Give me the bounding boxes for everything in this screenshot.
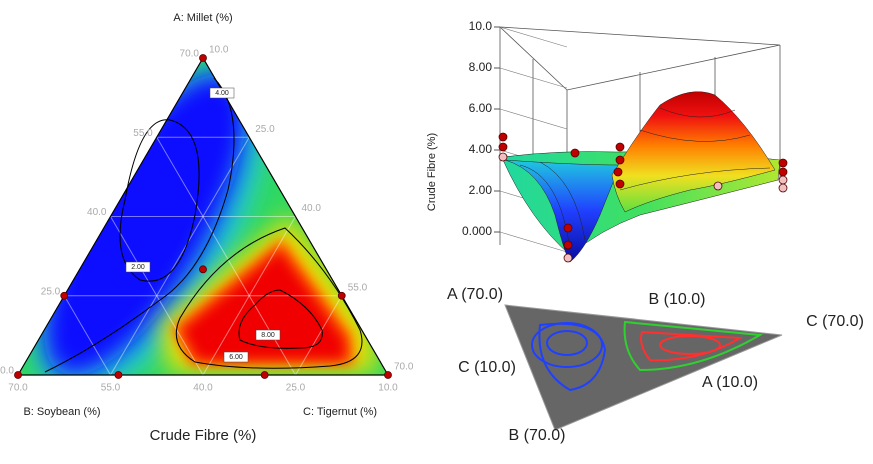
z-tick-label: 4.00: [469, 142, 493, 156]
corner-label: B (10.0): [649, 291, 706, 308]
grid-line: [295, 295, 343, 376]
design-point: [337, 291, 346, 300]
corner-label: B (70.0): [509, 427, 566, 444]
contour-label: 2.00: [131, 264, 145, 271]
corner-labels: A (70.0) B (10.0) C (70.0) C (10.0) A (10.0)…: [447, 286, 864, 444]
grid-line: [110, 136, 250, 376]
ternary-frame: [16, 56, 390, 376]
contour-label: 4.00: [215, 90, 229, 97]
a-tick-label: 40.0: [87, 207, 107, 218]
contour-line: [119, 119, 200, 282]
axis-c-title: C: Tigernut (%): [303, 406, 377, 418]
corner-label: A (10.0): [702, 374, 758, 391]
grid-line: [499, 67, 568, 89]
a-tick-label: 25.0: [41, 286, 61, 297]
c-tick-label: 25.0: [255, 124, 275, 135]
design-point: [384, 371, 392, 379]
contour-label-box: [125, 261, 151, 273]
surface: [502, 91, 781, 263]
contour-label: 6.00: [229, 354, 243, 361]
design-point: [199, 265, 207, 274]
b-tick-label: 25.0: [286, 383, 306, 394]
axis-b-title: B: Soybean (%): [23, 406, 100, 418]
grid-line: [499, 26, 568, 48]
corner-label: C (10.0): [458, 359, 516, 376]
z-tick-label: 10.0: [469, 19, 493, 33]
b-tick-label: 40.0: [193, 383, 213, 394]
design-point: [14, 371, 22, 379]
grid-line: [499, 108, 568, 130]
z-axis-title: Crude Fibre (%): [426, 133, 438, 211]
z-tick-label: 6.00: [469, 101, 493, 115]
b-tick-label: 55.0: [101, 383, 121, 394]
contour-line: [238, 289, 323, 349]
design-point: [60, 291, 69, 300]
contours: 2.00 4.00 6.00 8.00: [44, 77, 363, 373]
grid-line: [202, 216, 296, 376]
grid-line: [110, 216, 204, 376]
ternary-field: [18, 58, 388, 375]
projection: [504, 304, 783, 431]
contour-line: [175, 227, 363, 369]
design-point: [199, 54, 207, 62]
z-tick-label: 8.00: [469, 60, 493, 74]
c-tick-label: 10.0: [209, 45, 229, 56]
a-tick-label: 55.0: [133, 128, 153, 139]
design-point: [260, 371, 269, 379]
design-point: [114, 371, 123, 379]
contour-label-box: [223, 351, 249, 363]
z-tick-label: 0.000: [462, 224, 492, 238]
b-tick-label: 70.0: [8, 383, 28, 394]
c-tick-label: 70.0: [394, 362, 414, 373]
axis-a-title: A: Millet (%): [173, 12, 232, 24]
design-points-3d: [498, 132, 788, 263]
c-tick-label: 55.0: [348, 282, 368, 293]
contour-label: 8.00: [261, 332, 275, 339]
a-tick-label: 10.0: [0, 366, 14, 377]
a-tick-label: 70.0: [180, 49, 200, 60]
b-tick-label: 10.0: [378, 383, 398, 394]
corner-label: A (70.0): [447, 286, 503, 303]
grid-line: [63, 295, 111, 376]
contour-label-box: [209, 87, 235, 99]
corner-label: C (70.0): [806, 313, 864, 330]
z-axis: 0.000 2.00 4.00 6.00 8.00 10.0: [462, 19, 568, 253]
contour-line: [44, 77, 235, 373]
grid-line: [499, 231, 568, 253]
contour-label-box: [255, 329, 281, 341]
chart-title: Crude Fibre (%): [150, 427, 257, 444]
c-tick-label: 40.0: [302, 203, 322, 214]
z-tick-label: 2.00: [469, 183, 493, 197]
